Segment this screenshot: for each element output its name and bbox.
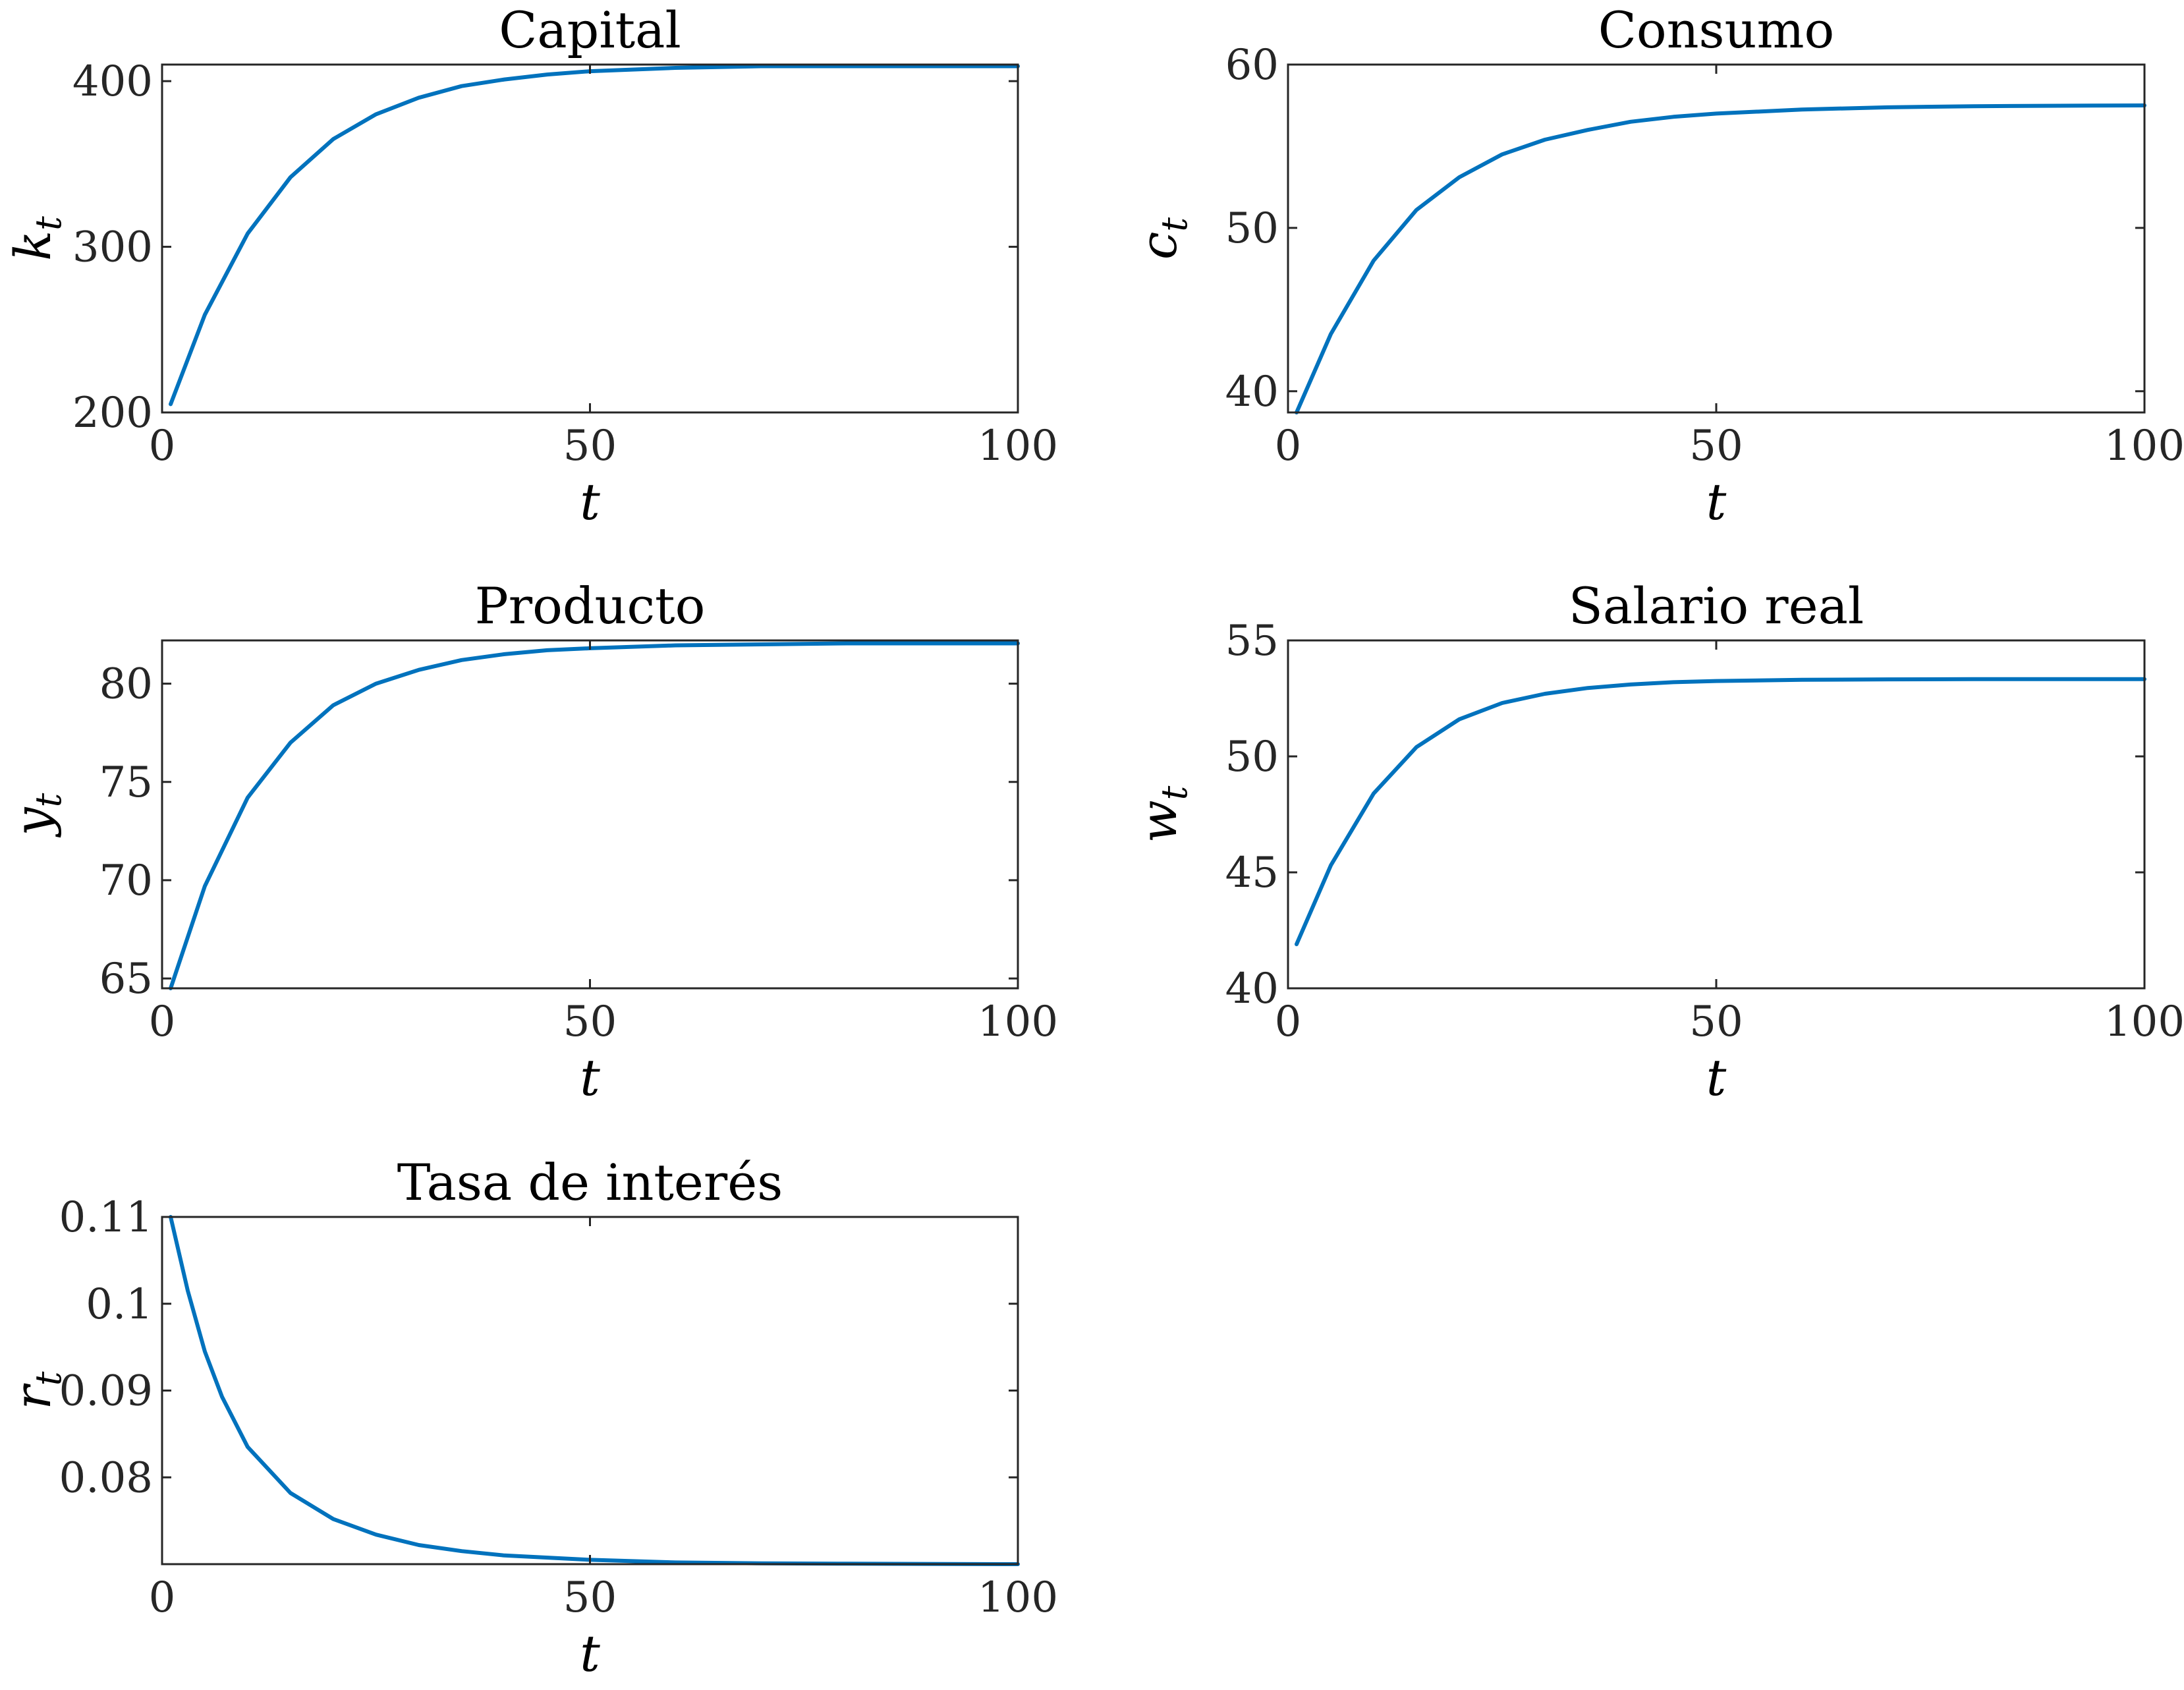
y-tick-label: 50 bbox=[1225, 204, 1279, 253]
x-tick-label: 0 bbox=[149, 998, 176, 1046]
y-axis-label: ct bbox=[1129, 217, 1195, 260]
y-tick-label: 0.11 bbox=[59, 1193, 154, 1242]
y-tick-label: 50 bbox=[1225, 733, 1279, 781]
y-tick-label: 65 bbox=[99, 955, 153, 1003]
y-tick-label: 45 bbox=[1225, 849, 1279, 897]
subplot-title: Salario real bbox=[1569, 577, 1864, 635]
x-tick-label: 50 bbox=[1689, 422, 1743, 470]
axes-frame bbox=[1287, 639, 2146, 990]
y-axis-label-symbol: y bbox=[3, 806, 62, 837]
x-tick-label: 50 bbox=[563, 998, 617, 1046]
x-tick-label: 0 bbox=[1275, 422, 1302, 470]
x-tick-label: 50 bbox=[563, 422, 617, 470]
axes-frame bbox=[161, 639, 1019, 990]
y-tick-label: 40 bbox=[1225, 368, 1279, 416]
y-tick-label: 0.1 bbox=[86, 1280, 153, 1329]
x-tick-label: 100 bbox=[2104, 422, 2184, 470]
y-tick-label: 200 bbox=[72, 389, 153, 437]
series-line-consumo bbox=[1295, 103, 2146, 414]
subplot-title: Tasa de interés bbox=[397, 1153, 783, 1212]
y-tick-label: 400 bbox=[72, 57, 153, 106]
x-axis-label: t bbox=[580, 1624, 600, 1683]
y-tick-label: 40 bbox=[1225, 965, 1279, 1013]
y-axis-label-subscript: t bbox=[1154, 785, 1195, 800]
y-axis-label-subscript: t bbox=[28, 793, 69, 807]
y-axis-label-symbol: w bbox=[1129, 800, 1188, 843]
y-axis-label-subscript: t bbox=[28, 216, 69, 231]
y-tick-label: 0.09 bbox=[59, 1367, 154, 1416]
series-line-tasa bbox=[169, 1215, 1020, 1566]
x-tick-label: 50 bbox=[563, 1573, 617, 1622]
y-axis-label-symbol: r bbox=[3, 1383, 62, 1410]
series-line-capital bbox=[169, 64, 1020, 407]
subplot-title: Capital bbox=[499, 1, 681, 59]
x-tick-label: 100 bbox=[2104, 998, 2184, 1046]
y-tick-label: 70 bbox=[99, 857, 153, 905]
y-axis-label-symbol: c bbox=[1129, 232, 1188, 260]
y-tick-label: 80 bbox=[99, 660, 153, 709]
subplot-title: Producto bbox=[475, 577, 706, 635]
y-tick-label: 60 bbox=[1225, 41, 1279, 90]
y-axis-label-subscript: t bbox=[28, 1371, 69, 1386]
x-axis-label: t bbox=[580, 472, 600, 531]
y-axis-label-symbol: k bbox=[3, 231, 62, 261]
y-tick-label: 55 bbox=[1225, 617, 1279, 665]
y-axis-label: wt bbox=[1129, 785, 1195, 843]
x-axis-label: t bbox=[1706, 1048, 1727, 1107]
x-tick-label: 50 bbox=[1689, 998, 1743, 1046]
y-axis-label-subscript: t bbox=[1154, 217, 1195, 232]
y-tick-label: 300 bbox=[72, 223, 153, 272]
x-tick-label: 0 bbox=[149, 1573, 176, 1622]
x-tick-label: 0 bbox=[149, 422, 176, 470]
axes-frame bbox=[1287, 63, 2146, 414]
y-axis-label: kt bbox=[3, 216, 69, 261]
y-axis-label: rt bbox=[3, 1371, 69, 1409]
axes-frame bbox=[161, 63, 1019, 414]
x-tick-label: 100 bbox=[978, 998, 1058, 1046]
y-tick-label: 0.08 bbox=[59, 1453, 154, 1502]
x-axis-label: t bbox=[1706, 472, 1727, 531]
y-tick-label: 75 bbox=[99, 758, 153, 807]
series-line-salario bbox=[1295, 677, 2146, 947]
x-tick-label: 100 bbox=[978, 1573, 1058, 1622]
x-axis-label: t bbox=[580, 1048, 600, 1107]
y-axis-label: yt bbox=[3, 793, 69, 837]
x-tick-label: 100 bbox=[978, 422, 1058, 470]
subplot-title: Consumo bbox=[1598, 1, 1835, 59]
series-line-producto bbox=[169, 641, 1020, 990]
x-tick-label: 0 bbox=[1275, 998, 1302, 1046]
axes-frame bbox=[161, 1216, 1019, 1565]
